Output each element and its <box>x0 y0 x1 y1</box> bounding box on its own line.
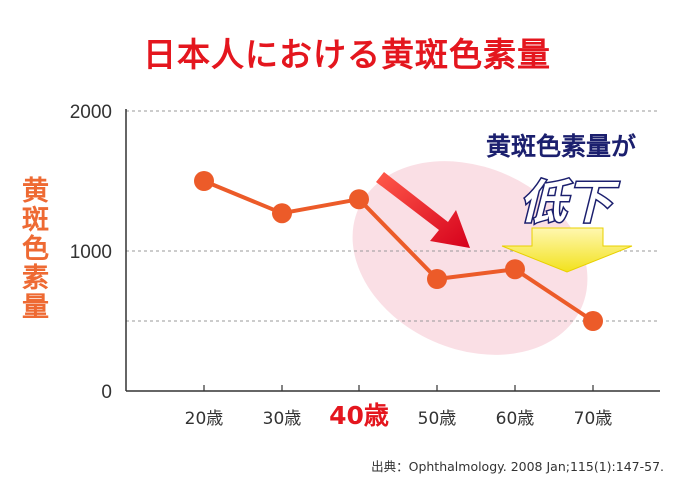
x-tick-label: 30歳 <box>263 409 302 429</box>
y-tick-label: 0 <box>101 382 112 403</box>
data-point <box>194 171 214 191</box>
highlight-ellipse <box>352 161 588 355</box>
data-point <box>583 311 603 331</box>
chart-title: 日本人における黄斑色素量 <box>143 35 551 74</box>
y-axis-label: 黄斑色素量 <box>17 176 48 321</box>
y-tick-label: 2000 <box>70 102 112 123</box>
x-tick-label: 60歳 <box>496 409 535 429</box>
annotation-line1: 黄斑色素量が <box>486 132 636 161</box>
y-tick-label: 1000 <box>70 242 112 263</box>
data-point <box>272 203 292 224</box>
decline-arrow <box>376 172 470 248</box>
x-tick-label: 20歳 <box>185 409 224 429</box>
x-tick-label: 50歳 <box>418 409 457 429</box>
series-line <box>203 179 595 323</box>
data-point <box>427 269 447 289</box>
data-point <box>505 259 525 280</box>
x-tick-label: 40歳 <box>329 401 389 430</box>
x-tick-label: 70歳 <box>574 409 613 429</box>
down-arrow-icon <box>501 227 633 273</box>
annotation-line2: 低下 <box>520 175 620 229</box>
data-point <box>349 189 369 210</box>
source-citation: 出典：Ophthalmology. 2008 Jan;115(1):147-57… <box>371 459 664 474</box>
